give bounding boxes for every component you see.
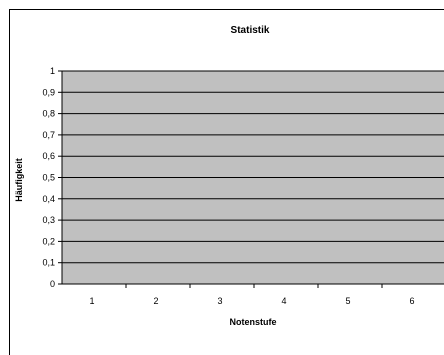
x-tick-label: 2	[153, 296, 158, 306]
y-ticks: 0 0,1 0,2 0,3 0,4 0,5 0,6 0,7 0,8 0,9 1	[42, 66, 62, 289]
y-axis-title: Häufigkeit	[14, 158, 24, 202]
y-tick-label: 0,4	[42, 194, 55, 204]
y-tick-label: 0,5	[42, 173, 55, 183]
gridlines	[62, 70, 444, 264]
y-tick-label: 0,2	[42, 236, 55, 246]
y-tick-label: 0,1	[42, 258, 55, 268]
chart-title: Statistik	[231, 25, 270, 36]
x-tick-label: 5	[345, 296, 350, 306]
x-tick-label: 3	[217, 296, 222, 306]
y-tick-label: 0,3	[42, 215, 55, 225]
x-tick-label: 1	[89, 296, 94, 306]
x-ticks: 1 2 3 4 5 6	[89, 284, 415, 306]
x-tick-label: 6	[409, 296, 414, 306]
x-tick-label: 4	[281, 296, 286, 306]
x-axis-title: Notenstufe	[230, 317, 277, 327]
y-tick-label: 0,8	[42, 109, 55, 119]
y-tick-label: 0	[50, 279, 55, 289]
y-tick-label: 0,6	[42, 151, 55, 161]
y-tick-label: 1	[50, 66, 55, 76]
y-tick-label: 0,9	[42, 87, 55, 97]
y-tick-label: 0,7	[42, 130, 55, 140]
chart-canvas: Statistik 0 0,1 0,2 0,3 0,4 0,5 0,6 0,7 0,8 0,9 1 …	[14, 25, 444, 327]
